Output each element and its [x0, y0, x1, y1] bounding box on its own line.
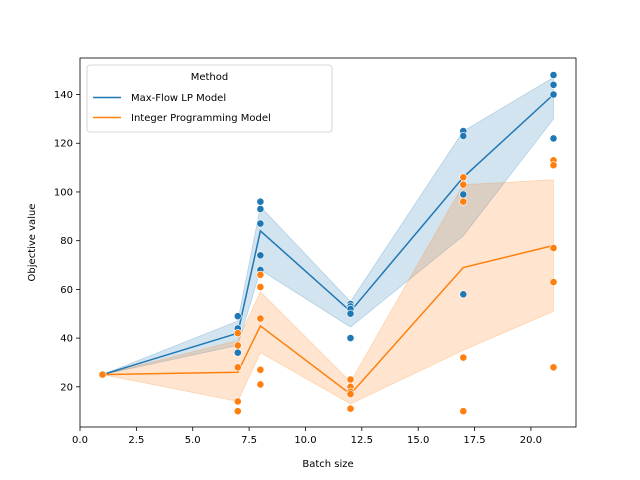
y-tick-label: 140 [54, 90, 73, 101]
data-point-series-1 [256, 380, 265, 389]
x-tick-label: 10.0 [294, 435, 316, 446]
data-point-series-0 [459, 190, 468, 199]
data-point-series-0 [459, 290, 468, 299]
y-tick-label: 120 [54, 139, 73, 150]
data-point-series-1 [459, 180, 468, 189]
y-tick-label: 100 [54, 187, 73, 198]
x-tick-label: 20.0 [520, 435, 542, 446]
plot-frame [79, 57, 577, 428]
data-point-series-1 [256, 314, 265, 323]
x-axis-label: Batch size [302, 459, 353, 470]
mean-line-series-0 [102, 93, 555, 376]
data-point-series-1 [233, 397, 242, 406]
x-tick-label: 0.0 [72, 435, 88, 446]
data-point-series-0 [549, 90, 558, 99]
data-point-series-0 [233, 312, 242, 321]
y-tick-label: 60 [60, 285, 73, 296]
legend-entry-max-flow: Max-Flow LP Model [131, 93, 226, 104]
data-point-series-1 [233, 341, 242, 350]
mean-line-series-1 [102, 244, 554, 396]
x-tick-label: 12.5 [351, 435, 373, 446]
x-tick-label: 17.5 [463, 435, 485, 446]
legend-box [86, 64, 333, 133]
x-tick-label: 7.5 [241, 435, 257, 446]
x-tick-label: 5.0 [185, 435, 201, 446]
data-point-series-0 [346, 334, 355, 342]
legend-title: Method [191, 72, 229, 83]
data-point-series-0 [256, 205, 265, 213]
data-point-series-1 [98, 370, 107, 379]
y-tick-label: 20 [60, 382, 73, 393]
data-point-series-0 [256, 251, 265, 260]
data-point-series-1 [233, 363, 242, 372]
data-point-series-0 [233, 348, 242, 357]
data-point-series-1 [256, 365, 265, 374]
y-tick-label: 40 [60, 334, 73, 345]
data-point-series-1 [346, 375, 355, 384]
y-axis-label: Objective value [27, 204, 38, 282]
data-point-series-0 [256, 219, 265, 228]
mean-lines [102, 93, 555, 396]
scatter-points [98, 71, 558, 416]
data-point-series-0 [346, 309, 355, 318]
data-point-series-0 [256, 197, 265, 206]
data-point-series-1 [346, 404, 355, 413]
data-point-series-1 [459, 173, 468, 182]
data-point-series-0 [549, 71, 558, 79]
data-point-series-1 [549, 244, 558, 252]
data-point-series-1 [256, 283, 265, 291]
data-point-series-1 [346, 390, 355, 398]
x-tick-label: 15.0 [407, 435, 429, 446]
data-point-series-1 [256, 270, 265, 279]
data-point-series-1 [549, 161, 558, 170]
legend: Method Max-Flow LP Model Integer Program… [86, 64, 333, 133]
data-point-series-0 [549, 134, 558, 143]
data-point-series-1 [549, 278, 558, 286]
data-point-series-1 [459, 407, 468, 416]
x-tick-label: 2.5 [128, 435, 144, 446]
data-point-series-0 [459, 131, 468, 140]
data-point-series-1 [233, 329, 242, 338]
data-point-series-0 [549, 80, 558, 89]
legend-entry-integer-programming: Integer Programming Model [131, 113, 271, 124]
data-point-series-1 [459, 353, 468, 362]
y-tick-label: 80 [60, 236, 73, 247]
x-axis: 0.0 2.5 5.0 7.5 10.0 12.5 15.0 17.5 20.0 [72, 427, 542, 446]
data-point-series-1 [459, 197, 468, 206]
data-point-series-1 [233, 407, 242, 416]
y-axis: 20 40 60 80 100 120 140 [54, 90, 80, 393]
data-point-series-1 [549, 363, 558, 372]
